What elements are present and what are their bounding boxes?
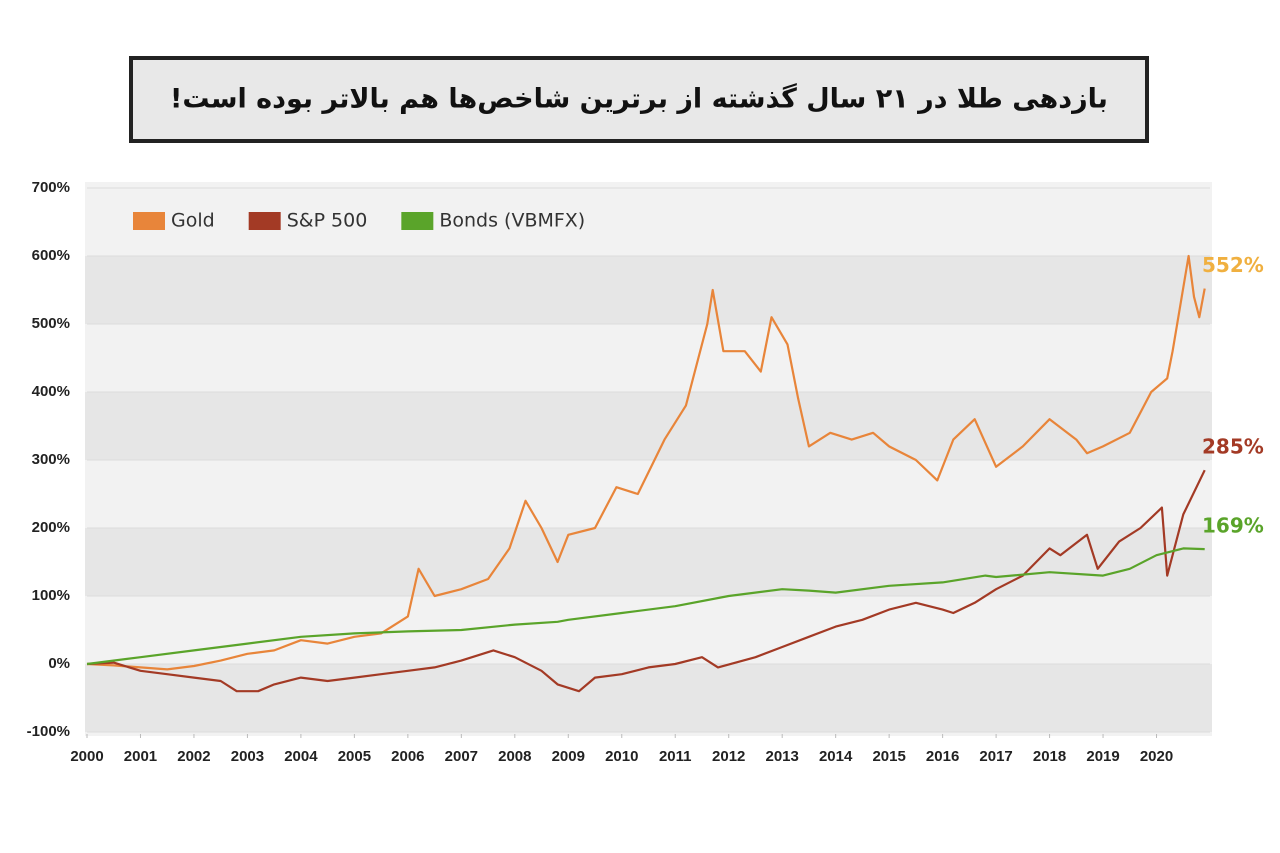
x-tick-label: 2020	[1140, 748, 1173, 765]
y-tick-label: 100%	[32, 587, 70, 604]
x-tick-label: 2007	[445, 748, 478, 765]
x-tick-label: 2014	[819, 748, 853, 765]
y-tick-label: 300%	[32, 451, 70, 468]
title-box	[129, 56, 1149, 143]
x-tick-label: 2017	[979, 748, 1012, 765]
series-line	[86, 469, 1206, 693]
y-tick-label: 0%	[48, 655, 70, 672]
x-tick-label: 2006	[391, 748, 424, 765]
x-tick-label: 2001	[124, 748, 157, 765]
plot-band	[85, 528, 1212, 596]
plot-band	[85, 256, 1212, 324]
series-line	[86, 254, 1206, 671]
x-tick-label: 2000	[70, 748, 103, 765]
end-label: 285%	[1202, 435, 1264, 459]
legend-swatch	[248, 212, 281, 230]
x-tick-label: 2005	[338, 748, 371, 765]
y-tick-label: 200%	[32, 519, 70, 536]
x-tick-label: 2013	[766, 748, 799, 765]
legend-swatch	[133, 212, 165, 230]
x-tick-label: 2009	[552, 748, 585, 765]
series-line	[86, 547, 1205, 666]
x-tick-label: 2004	[284, 748, 318, 765]
chart-title: بازدهی طلا در ۲۱ سال گذشته از برترین شاخ…	[170, 83, 1108, 115]
x-tick-label: 2016	[926, 748, 959, 765]
legend-label: Bonds (VBMFX)	[439, 210, 585, 232]
x-tick-label: 2011	[659, 748, 692, 765]
x-tick-label: 2018	[1033, 748, 1066, 765]
y-tick-label: 500%	[32, 315, 70, 332]
x-tick-label: 2002	[177, 748, 210, 765]
end-label: 169%	[1202, 514, 1264, 538]
plot-area: -100% 0% 100% 200% 300% 400% 500% 600% 700% 2000 2…	[27, 179, 1264, 765]
x-tick-label: 2012	[712, 748, 745, 765]
y-tick-label: 700%	[32, 179, 70, 196]
x-tick-label: 2015	[872, 748, 905, 765]
legend-swatch	[401, 212, 434, 230]
plot-band	[85, 392, 1212, 460]
x-tick-label: 2003	[231, 748, 264, 765]
y-tick-label: -100%	[27, 723, 70, 740]
x-tick-label: 2019	[1086, 748, 1119, 765]
y-tick-label: 400%	[32, 383, 70, 400]
y-tick-label: 600%	[32, 247, 70, 264]
x-tick-label: 2010	[605, 748, 638, 765]
legend-label: Gold	[171, 210, 215, 232]
legend-label: S&P 500	[287, 210, 368, 232]
x-tick-label: 2008	[498, 748, 531, 765]
plot-band	[85, 664, 1212, 732]
end-label: 552%	[1202, 253, 1264, 277]
